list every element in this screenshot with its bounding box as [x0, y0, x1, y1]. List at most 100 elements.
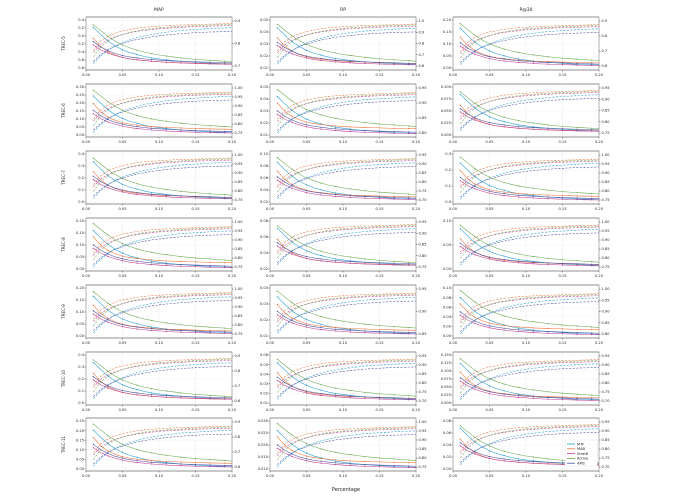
left-tick-label: 0.05 — [76, 255, 84, 259]
series-point-active — [561, 392, 564, 394]
series-point-ams — [488, 455, 491, 458]
series-point-mtf — [320, 254, 322, 257]
x-tick-label: 0.20 — [228, 274, 237, 278]
series-line-strat8-error — [93, 113, 233, 134]
right-tick-label: 1.00 — [235, 220, 244, 224]
series-point-strat8 — [349, 397, 351, 399]
series-point-active — [320, 315, 322, 318]
left-tick-label: 0.04 — [443, 443, 452, 447]
series-point-ams — [276, 376, 278, 378]
series-point-active — [532, 456, 534, 458]
right-tick-label: 0.80 — [235, 256, 244, 260]
series-point-strat8 — [518, 196, 520, 198]
left-tick-label: 0.00 — [76, 467, 85, 471]
x-tick-label: 0.10 — [522, 140, 531, 144]
right-tick-label: 0.7 — [235, 384, 241, 388]
series-point-ams — [393, 262, 395, 264]
series-point-strat8 — [151, 395, 153, 397]
left-tick-label: 0.00 — [76, 267, 85, 271]
series-point-strat8 — [305, 191, 308, 194]
series-point-active — [547, 189, 549, 191]
series-point-active — [151, 452, 153, 454]
series-point-mtf — [151, 191, 153, 194]
left-tick-label: 0.06 — [443, 305, 452, 309]
series-point-strat8 — [474, 453, 476, 455]
series-point-strat8 — [408, 466, 410, 469]
series-point-strat8 — [503, 460, 505, 462]
series-line-mab-correlation — [460, 24, 600, 52]
series-point-strat8 — [194, 397, 197, 400]
series-point-mab — [291, 449, 293, 451]
series-point-mab — [364, 126, 366, 129]
series-point-mab — [320, 123, 322, 126]
series-line-strat8-correlation — [93, 360, 233, 388]
right-tick-label: 0.90 — [235, 238, 244, 242]
left-tick-label: 0.03 — [260, 302, 268, 306]
series-line-strat8-correlation — [93, 427, 233, 456]
series-point-strat8 — [320, 328, 322, 331]
series-point-ams — [378, 196, 381, 198]
x-tick-label: 0.10 — [522, 274, 531, 278]
series-line-ams-error — [277, 242, 417, 265]
series-point-ams — [378, 130, 381, 132]
right-tick-label: 0.90 — [235, 104, 244, 108]
series-point-mab — [121, 456, 124, 458]
right-tick-label: 0.6 — [419, 64, 425, 68]
series-point-strat8 — [561, 264, 564, 266]
series-point-active — [547, 391, 549, 393]
series-point-mab — [194, 329, 197, 331]
series-point-ams — [518, 126, 520, 128]
series-point-strat8 — [459, 111, 461, 113]
right-tick-label: 0.85 — [419, 243, 427, 247]
series-line-mab-correlation — [460, 158, 600, 187]
series-point-strat8 — [393, 466, 395, 468]
left-tick-label: 0.075 — [441, 97, 451, 101]
series-line-active-error — [277, 359, 417, 397]
left-tick-label: 0.100 — [441, 85, 452, 89]
series-point-ams — [121, 457, 124, 459]
series-point-strat8 — [474, 322, 476, 325]
series-point-strat8 — [547, 263, 549, 266]
series-point-active — [349, 389, 351, 392]
series-point-active — [151, 118, 153, 120]
right-tick-label: 0.85 — [602, 438, 610, 442]
right-tick-label: 0.75 — [602, 390, 610, 394]
series-point-mab — [459, 36, 461, 38]
series-point-mtf — [488, 184, 491, 187]
series-line-strat8-correlation — [93, 294, 233, 322]
series-point-mab — [459, 169, 461, 172]
series-point-active — [503, 383, 505, 385]
series-point-ams — [136, 126, 138, 128]
series-point-ams — [136, 191, 138, 194]
x-tick-label: 0.00 — [82, 274, 91, 278]
series-point-ams — [459, 242, 461, 244]
series-point-ams — [224, 331, 226, 333]
series-point-ams — [291, 385, 293, 387]
series-point-mab — [92, 102, 94, 105]
right-tick-label: 0.95 — [419, 429, 427, 433]
series-point-strat8 — [194, 197, 197, 199]
series-point-strat8 — [393, 398, 395, 401]
series-point-active — [92, 423, 94, 425]
series-point-active — [591, 59, 593, 61]
series-point-mab — [561, 396, 564, 398]
series-point-mtf — [335, 126, 337, 128]
left-tick-label: 0.00 — [443, 334, 452, 338]
series-point-ams — [224, 62, 226, 64]
series-point-strat8 — [547, 463, 549, 465]
series-point-mab — [92, 372, 94, 374]
series-point-ams — [224, 397, 226, 399]
series-point-active — [320, 182, 322, 184]
series-line-mtf-error — [460, 228, 600, 266]
series-point-active — [518, 185, 520, 187]
series-point-active — [180, 392, 182, 394]
series-point-strat8 — [92, 447, 94, 449]
series-point-active — [474, 167, 476, 170]
series-point-strat8 — [576, 333, 578, 335]
series-point-strat8 — [209, 197, 211, 200]
series-point-active — [378, 393, 381, 395]
series-point-strat8 — [349, 262, 351, 264]
x-tick-label: 0.05 — [302, 341, 310, 345]
series-point-mab — [276, 436, 278, 438]
series-point-active — [194, 393, 197, 395]
